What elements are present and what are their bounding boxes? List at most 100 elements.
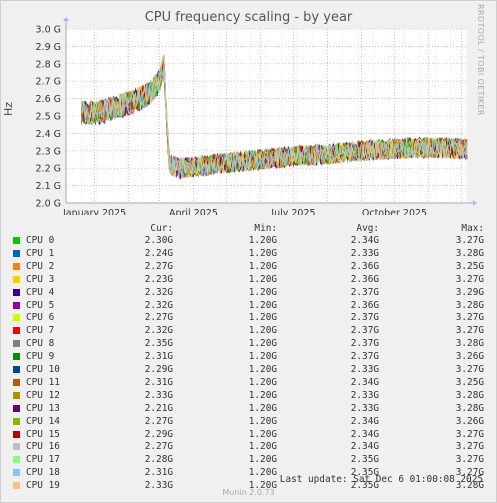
legend-name: CPU 16 xyxy=(26,441,60,453)
legend-cur: 2.32G xyxy=(144,325,173,337)
legend-cur: 2.31G xyxy=(144,376,173,388)
legend-max: 3.26G xyxy=(455,415,484,427)
legend-min: 1.20G xyxy=(248,389,277,401)
legend-avg: 2.34G xyxy=(350,428,379,440)
legend-row: CPU 16 2.27G 1.20G 2.34G 3.27G xyxy=(0,441,497,453)
legend-name: CPU 7 xyxy=(26,325,55,337)
legend-row: CPU 19 2.33G 1.20G 2.35G 3.28G xyxy=(0,480,497,492)
legend-max: 3.28G xyxy=(455,402,484,414)
last-update: Last update: Sat Dec 6 01:00:08 2025 xyxy=(279,474,483,485)
x-tick-label: April 2025 xyxy=(169,208,218,215)
legend-cur: 2.35G xyxy=(144,338,173,350)
y-tick-label: 2.9 G xyxy=(36,42,62,53)
legend-cur: 2.29G xyxy=(144,364,173,375)
y-tick-label: 2.1 G xyxy=(36,181,62,192)
legend-max: 3.25G xyxy=(455,376,484,388)
legend-avg: 2.34G xyxy=(350,441,379,453)
legend-max: 3.28G xyxy=(455,338,484,350)
legend-max: 3.27G xyxy=(455,454,484,466)
legend-row: CPU 6 2.27G 1.20G 2.37G 3.27G xyxy=(0,312,497,324)
x-axis-arrow xyxy=(473,200,477,206)
legend-max: 3.27G xyxy=(455,273,484,285)
legend-name: CPU 1 xyxy=(26,247,55,259)
legend-avg: 2.34G xyxy=(350,376,379,388)
y-tick-label: 2.6 G xyxy=(36,94,62,105)
y-tick-label: 2.5 G xyxy=(36,112,62,123)
legend-cur: 2.30G xyxy=(144,235,173,246)
legend-swatch xyxy=(13,353,20,361)
legend-swatch xyxy=(13,456,20,464)
legend-swatch xyxy=(13,237,20,244)
legend-swatch xyxy=(13,301,20,309)
legend-avg: 2.35G xyxy=(350,467,379,479)
legend-cur: 2.24G xyxy=(144,247,173,259)
x-tick-label: January 2025 xyxy=(62,208,126,215)
legend-min: 1.20G xyxy=(248,312,277,324)
legend-swatch xyxy=(13,417,20,425)
legend-cur: 2.32G xyxy=(144,286,173,298)
legend-avg: 2.36G xyxy=(350,260,379,272)
legend-name: CPU 19 xyxy=(26,480,60,492)
legend-avg: 2.37G xyxy=(350,351,379,363)
legend-swatch xyxy=(13,482,20,490)
legend-name: CPU 12 xyxy=(26,389,60,401)
legend-header-cur: Cur: xyxy=(150,223,173,234)
legend-swatch xyxy=(13,378,20,386)
legend-row: CPU 8 2.35G 1.20G 2.37G 3.28G xyxy=(0,338,497,350)
legend-name: CPU 11 xyxy=(26,376,60,388)
legend-max: 3.27G xyxy=(455,441,484,453)
legend-avg: 2.37G xyxy=(350,338,379,350)
legend-swatch xyxy=(13,391,20,399)
legend-row: CPU 0 2.30G 1.20G 2.34G 3.27G xyxy=(0,235,497,247)
legend-name: CPU 18 xyxy=(26,467,60,479)
legend-min: 1.20G xyxy=(248,428,277,440)
legend-avg: 2.33G xyxy=(350,364,379,375)
legend-row: CPU 10 2.29G 1.20G 2.33G 3.27G xyxy=(0,364,497,376)
legend-header: Cur: Min: Avg: Max: xyxy=(0,223,497,235)
legend-max: 3.28G xyxy=(455,389,484,401)
legend-min: 1.20G xyxy=(248,480,277,492)
legend-name: CPU 15 xyxy=(26,428,60,440)
legend-name: CPU 4 xyxy=(26,286,55,298)
legend-max: 3.28G xyxy=(455,247,484,259)
legend-cur: 2.29G xyxy=(144,428,173,440)
legend-min: 1.20G xyxy=(248,454,277,466)
chart-plot: 2.0 G 2.1 G 2.2 G 2.3 G 2.4 G 2.5 G 2.6 G 2.7 G… xyxy=(36,17,477,215)
legend-name: CPU 5 xyxy=(26,299,55,311)
legend-cur: 2.33G xyxy=(144,389,173,401)
legend-name: CPU 2 xyxy=(26,260,55,272)
legend-row: CPU 15 2.29G 1.20G 2.34G 3.27G xyxy=(0,429,497,441)
y-tick-label: 2.7 G xyxy=(36,77,62,88)
legend-min: 1.20G xyxy=(248,247,277,259)
legend-row: CPU 7 2.32G 1.20G 2.37G 3.27G xyxy=(0,325,497,337)
legend-cur: 2.31G xyxy=(144,351,173,363)
legend-row: CPU 5 2.32G 1.20G 2.36G 3.28G xyxy=(0,300,497,312)
legend-avg: 2.35G xyxy=(350,480,379,492)
legend-max: 3.27G xyxy=(455,235,484,246)
legend-name: CPU 0 xyxy=(26,235,55,246)
y-tick-label: 2.2 G xyxy=(36,164,62,175)
legend-row: CPU 4 2.32G 1.20G 2.37G 3.29G xyxy=(0,287,497,299)
legend-swatch xyxy=(13,469,20,477)
legend-avg: 2.37G xyxy=(350,286,379,298)
legend-cur: 2.28G xyxy=(144,454,173,466)
legend-min: 1.20G xyxy=(248,325,277,337)
legend-max: 3.27G xyxy=(455,312,484,324)
legend-cur: 2.33G xyxy=(144,480,173,492)
legend-row: CPU 17 2.28G 1.20G 2.35G 3.27G xyxy=(0,454,497,466)
legend-swatch xyxy=(13,404,20,412)
legend-min: 1.20G xyxy=(248,415,277,427)
x-tick-label: October 2025 xyxy=(362,208,427,215)
rrdtool-credit: RRDTOOL / TOBI OETIKER xyxy=(476,4,485,116)
legend-name: CPU 3 xyxy=(26,273,55,285)
legend-row: CPU 1 2.24G 1.20G 2.33G 3.28G xyxy=(0,248,497,260)
legend-avg: 2.36G xyxy=(350,273,379,285)
legend-max: 3.27G xyxy=(455,428,484,440)
legend-cur: 2.27G xyxy=(144,415,173,427)
series-line xyxy=(81,57,468,177)
legend-swatch xyxy=(13,340,20,348)
legend-max: 3.25G xyxy=(455,260,484,272)
chart-title: CPU frequency scaling - by year xyxy=(144,10,353,25)
legend-max: 3.27G xyxy=(455,364,484,375)
legend-swatch xyxy=(13,443,20,451)
